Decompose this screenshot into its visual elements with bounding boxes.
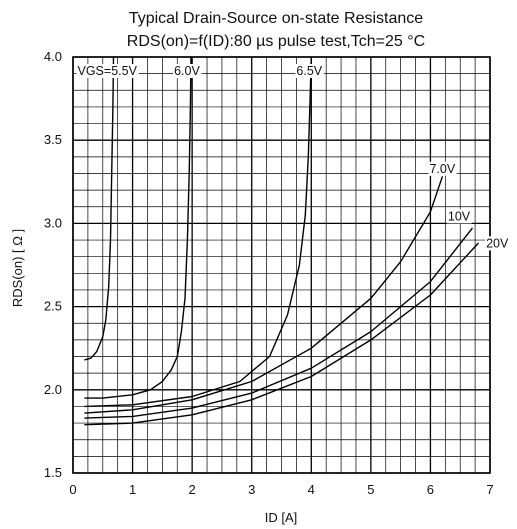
series-line: [84, 227, 473, 419]
series-label-background: [446, 209, 472, 224]
x-tick-label: 0: [69, 482, 76, 497]
series-line: [84, 242, 479, 426]
series-line: [84, 176, 443, 414]
x-axis-label: ID [A]: [265, 510, 298, 525]
chart-title: Typical Drain-Source on-state Resistance: [129, 10, 423, 27]
y-tick-label: 2.0: [44, 382, 62, 397]
series-line: [84, 56, 115, 361]
series-line: [84, 56, 312, 408]
x-tick-label: 1: [129, 482, 136, 497]
x-tick-label: 5: [367, 482, 374, 497]
y-tick-label: 1.5: [44, 465, 62, 480]
series-label: 6.5V: [296, 64, 322, 78]
series-label: 20V: [486, 236, 509, 250]
y-axis-label: RDS(on) [ Ω ]: [10, 229, 25, 307]
series-label: VGS=5.5V: [78, 64, 138, 78]
series-line: [84, 56, 192, 399]
tick-labels: 0 1 2 3 4 5 6 7 1.5 2.0 2.5 3.0 3.5 4.0: [44, 49, 494, 497]
x-tick-label: 6: [427, 482, 434, 497]
y-tick-label: 3.0: [44, 215, 62, 230]
series-label: 10V: [448, 209, 471, 223]
x-tick-label: 7: [486, 482, 493, 497]
x-tick-label: 4: [308, 482, 315, 497]
grid: [72, 56, 491, 474]
series-label-background: [295, 64, 324, 78]
series-label-background: [428, 161, 457, 176]
series-label-background: [485, 236, 510, 251]
series-label-background: [76, 64, 139, 78]
series-label: 6.0V: [174, 64, 200, 78]
series-label: 7.0V: [429, 162, 455, 176]
y-tick-label: 2.5: [44, 299, 62, 314]
chart-subtitle: RDS(on)=f(ID):80 µs pulse test,Tch=25 °C: [127, 33, 425, 50]
series-label-background: [173, 64, 202, 78]
x-tick-label: 3: [248, 482, 255, 497]
series-labels: VGS=5.5V 6.0V 6.5V 7.0V 10V 20V: [76, 64, 510, 251]
plot-frame: [72, 56, 491, 474]
y-tick-label: 3.5: [44, 132, 62, 147]
x-tick-label: 2: [189, 482, 196, 497]
series-group: [84, 56, 479, 426]
y-tick-label: 4.0: [44, 49, 62, 64]
